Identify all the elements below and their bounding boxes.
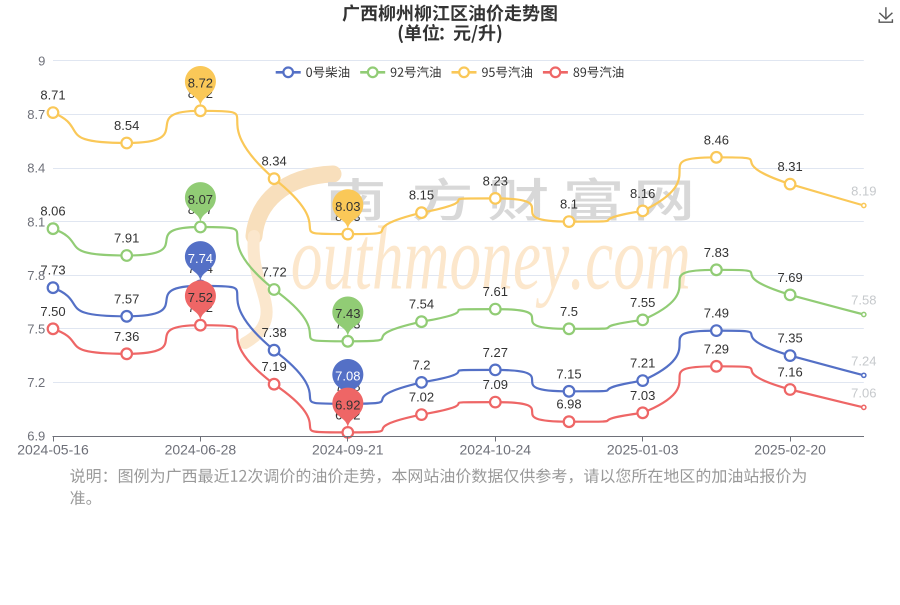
svg-text:7.91: 7.91 (114, 231, 139, 246)
svg-text:7.09: 7.09 (483, 377, 508, 392)
svg-text:7.54: 7.54 (409, 297, 434, 312)
svg-text:7.43: 7.43 (335, 306, 360, 321)
svg-text:8.34: 8.34 (261, 154, 286, 169)
svg-text:7.24: 7.24 (851, 353, 876, 368)
svg-text:8.07: 8.07 (188, 192, 213, 207)
svg-text:8.03: 8.03 (335, 199, 360, 214)
svg-text:7.2: 7.2 (27, 375, 45, 390)
svg-text:7.08: 7.08 (335, 369, 360, 384)
svg-text:7.5: 7.5 (560, 304, 578, 319)
svg-text:7.55: 7.55 (630, 295, 655, 310)
svg-text:7.2: 7.2 (412, 357, 430, 372)
svg-text:6.9: 6.9 (27, 429, 45, 444)
svg-text:7.35: 7.35 (777, 331, 802, 346)
svg-text:7.58: 7.58 (851, 293, 876, 308)
svg-text:8.15: 8.15 (409, 188, 434, 203)
svg-text:7.8: 7.8 (27, 268, 45, 283)
svg-text:7.49: 7.49 (704, 306, 729, 321)
svg-text:7.19: 7.19 (261, 359, 286, 374)
svg-text:7.57: 7.57 (114, 291, 139, 306)
svg-text:7.29: 7.29 (704, 341, 729, 356)
svg-text:7.73: 7.73 (40, 263, 65, 278)
svg-text:7.83: 7.83 (704, 245, 729, 260)
svg-text:7.36: 7.36 (114, 329, 139, 344)
svg-text:8.19: 8.19 (851, 184, 876, 199)
svg-text:7.5: 7.5 (27, 322, 45, 337)
svg-text:8.54: 8.54 (114, 118, 139, 133)
svg-text:8.06: 8.06 (40, 204, 65, 219)
svg-text:7.38: 7.38 (261, 325, 286, 340)
svg-text:6.98: 6.98 (556, 397, 581, 412)
svg-text:7.52: 7.52 (188, 290, 213, 305)
svg-text:8.16: 8.16 (630, 186, 655, 201)
svg-text:7.61: 7.61 (483, 284, 508, 299)
svg-text:2025-01-03: 2025-01-03 (607, 442, 679, 458)
svg-text:7.03: 7.03 (630, 388, 655, 403)
svg-text:7.27: 7.27 (483, 345, 508, 360)
svg-text:6.92: 6.92 (335, 397, 360, 412)
svg-text:8.4: 8.4 (27, 161, 45, 176)
svg-text:2024-05-16: 2024-05-16 (17, 442, 89, 458)
svg-text:8.1: 8.1 (27, 214, 45, 229)
svg-text:8.46: 8.46 (704, 132, 729, 147)
svg-text:8.23: 8.23 (483, 173, 508, 188)
svg-text:9: 9 (38, 54, 45, 69)
svg-text:2024-06-28: 2024-06-28 (165, 442, 237, 458)
svg-text:7.21: 7.21 (630, 356, 655, 371)
svg-text:8.7: 8.7 (27, 107, 45, 122)
svg-text:7.15: 7.15 (556, 366, 581, 381)
svg-text:2024-09-21: 2024-09-21 (312, 442, 384, 458)
svg-text:7.50: 7.50 (40, 304, 65, 319)
svg-text:7.74: 7.74 (188, 251, 213, 266)
svg-text:2025-02-20: 2025-02-20 (754, 442, 826, 458)
svg-text:7.06: 7.06 (851, 385, 876, 400)
svg-text:8.1: 8.1 (560, 197, 578, 212)
svg-text:2024-10-24: 2024-10-24 (459, 442, 531, 458)
svg-text:8.31: 8.31 (777, 159, 802, 174)
svg-text:7.02: 7.02 (409, 390, 434, 405)
svg-text:7.16: 7.16 (777, 365, 802, 380)
svg-text:7.72: 7.72 (261, 265, 286, 280)
svg-text:8.71: 8.71 (40, 88, 65, 103)
svg-text:8.72: 8.72 (188, 76, 213, 91)
svg-text:7.69: 7.69 (777, 270, 802, 285)
